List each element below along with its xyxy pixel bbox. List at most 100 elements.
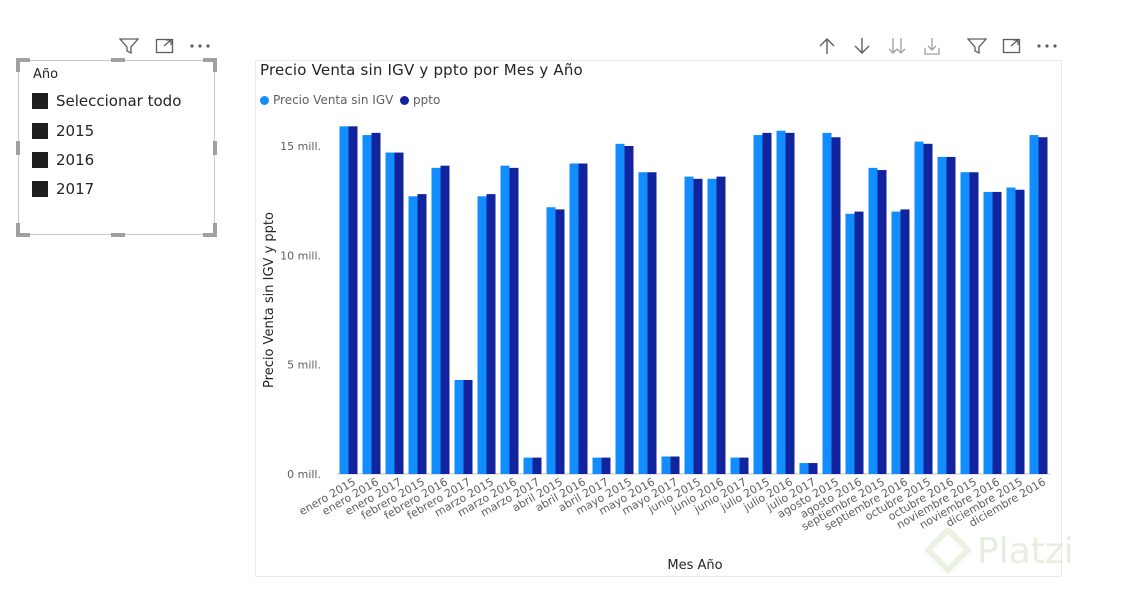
bar-precio-venta[interactable]	[477, 196, 487, 474]
bar-ppto[interactable]	[808, 463, 818, 474]
bar-precio-venta[interactable]	[569, 163, 579, 474]
bar-precio-venta[interactable]	[960, 172, 970, 475]
filter-icon[interactable]	[119, 37, 139, 55]
bar-precio-venta[interactable]	[891, 211, 901, 474]
slicer-item-2015[interactable]: 2015	[32, 120, 94, 142]
filter-icon[interactable]	[967, 37, 987, 55]
resize-handle[interactable]	[16, 58, 20, 72]
x-axis-title: Mes Año	[667, 558, 722, 573]
bar-precio-venta[interactable]	[454, 379, 464, 474]
bar-precio-venta[interactable]	[1006, 187, 1016, 474]
bar-precio-venta[interactable]	[799, 463, 809, 474]
bar-precio-venta[interactable]	[707, 178, 717, 475]
bar-precio-venta[interactable]	[845, 213, 855, 474]
chart-card[interactable]	[255, 60, 1062, 577]
bar-ppto[interactable]	[486, 194, 496, 474]
checkbox[interactable]	[32, 123, 48, 139]
bar-precio-venta[interactable]	[592, 457, 602, 474]
expand-hierarchy-icon[interactable]	[922, 36, 942, 56]
more-options-icon[interactable]	[1036, 37, 1058, 55]
bar-precio-venta[interactable]	[546, 207, 556, 474]
drill-up-icon[interactable]	[817, 36, 837, 56]
bar-precio-venta[interactable]	[615, 143, 625, 474]
bar-precio-venta[interactable]	[776, 130, 786, 474]
bar-ppto[interactable]	[877, 170, 887, 474]
bar-ppto[interactable]	[624, 146, 634, 474]
bar-ppto[interactable]	[739, 457, 749, 474]
bar-precio-venta[interactable]	[914, 141, 924, 475]
bar-precio-venta[interactable]	[523, 457, 533, 474]
bar-precio-venta[interactable]	[661, 456, 671, 474]
bar-ppto[interactable]	[785, 132, 795, 474]
legend-label: Precio Venta sin IGV	[273, 93, 394, 107]
more-options-icon[interactable]	[189, 37, 211, 55]
bar-precio-venta[interactable]	[730, 457, 740, 474]
bar-precio-venta[interactable]	[385, 152, 395, 474]
resize-handle[interactable]	[203, 233, 217, 237]
bar-ppto[interactable]	[417, 194, 427, 474]
bar-ppto[interactable]	[348, 126, 358, 474]
bar-precio-venta[interactable]	[431, 167, 441, 474]
next-level-icon[interactable]	[887, 36, 907, 56]
slicer-item-2017[interactable]: 2017	[32, 178, 94, 200]
legend-dot	[400, 95, 409, 105]
bar-ppto[interactable]	[1038, 137, 1048, 474]
bar-ppto[interactable]	[509, 167, 519, 474]
resize-handle[interactable]	[16, 58, 30, 62]
bar-ppto[interactable]	[900, 209, 910, 474]
resize-handle[interactable]	[213, 58, 217, 72]
y-tick-label: 15 mill.	[280, 140, 321, 153]
resize-handle[interactable]	[16, 141, 20, 155]
bar-ppto[interactable]	[532, 457, 542, 474]
legend-item-ppto[interactable]: ppto	[400, 93, 440, 107]
bar-precio-venta[interactable]	[500, 165, 510, 474]
checkbox[interactable]	[32, 93, 48, 109]
bar-precio-venta[interactable]	[822, 132, 832, 474]
checkbox[interactable]	[32, 181, 48, 197]
legend-item-precio-venta[interactable]: Precio Venta sin IGV	[260, 93, 393, 107]
bar-ppto[interactable]	[946, 156, 956, 474]
resize-handle[interactable]	[111, 58, 125, 62]
bar-ppto[interactable]	[831, 137, 841, 474]
slicer-item-select-all[interactable]: Seleccionar todo	[32, 90, 181, 112]
resize-handle[interactable]	[16, 233, 30, 237]
bar-ppto[interactable]	[969, 172, 979, 475]
bar-precio-venta[interactable]	[339, 126, 349, 474]
checkbox[interactable]	[32, 152, 48, 168]
bar-precio-venta[interactable]	[1029, 135, 1039, 475]
resize-handle[interactable]	[213, 141, 217, 155]
bar-ppto[interactable]	[1015, 189, 1025, 474]
bar-ppto[interactable]	[693, 178, 703, 475]
bar-ppto[interactable]	[440, 165, 450, 474]
focus-mode-icon[interactable]	[1002, 37, 1022, 55]
bar-precio-venta[interactable]	[362, 135, 372, 475]
resize-handle[interactable]	[213, 223, 217, 237]
bar-precio-venta[interactable]	[684, 176, 694, 474]
bar-ppto[interactable]	[670, 456, 680, 474]
bar-ppto[interactable]	[647, 172, 657, 475]
bar-ppto[interactable]	[394, 152, 404, 474]
bar-precio-venta[interactable]	[937, 156, 947, 474]
bar-ppto[interactable]	[992, 191, 1002, 475]
bar-ppto[interactable]	[762, 132, 772, 474]
bar-ppto[interactable]	[854, 211, 864, 474]
bar-ppto[interactable]	[716, 176, 726, 474]
focus-mode-icon[interactable]	[155, 37, 175, 55]
resize-handle[interactable]	[16, 223, 20, 237]
bar-precio-venta[interactable]	[868, 167, 878, 474]
year-slicer[interactable]: Año Seleccionar todo 2015 2016 2017	[16, 58, 217, 237]
bar-precio-venta[interactable]	[638, 172, 648, 475]
drill-down-icon[interactable]	[852, 36, 872, 56]
bar-precio-venta[interactable]	[983, 191, 993, 475]
resize-handle[interactable]	[111, 233, 125, 237]
bar-ppto[interactable]	[463, 379, 473, 474]
bar-ppto[interactable]	[923, 143, 933, 474]
bar-ppto[interactable]	[555, 209, 565, 474]
bar-ppto[interactable]	[578, 163, 588, 474]
resize-handle[interactable]	[203, 58, 217, 62]
bar-precio-venta[interactable]	[408, 196, 418, 474]
slicer-item-2016[interactable]: 2016	[32, 149, 94, 171]
bar-ppto[interactable]	[371, 132, 381, 474]
bar-precio-venta[interactable]	[753, 135, 763, 475]
bar-ppto[interactable]	[601, 457, 611, 474]
